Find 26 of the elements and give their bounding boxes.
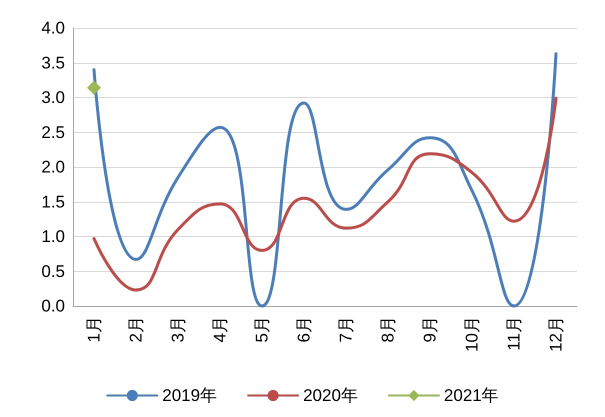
x-tick-label: 9月 (420, 316, 440, 342)
y-tick-label: 1.5 (41, 192, 65, 212)
legend-label: 2020年 (303, 386, 358, 405)
x-tick-label: 10月 (462, 316, 482, 352)
x-tick-label: 4月 (210, 316, 230, 342)
x-tick-label: 5月 (252, 316, 272, 342)
y-tick-label: 3.5 (41, 53, 65, 72)
x-tick-label: 1月 (84, 316, 104, 342)
line-series (92, 96, 558, 292)
y-tick-label: 2.5 (41, 122, 65, 142)
line-series (92, 52, 558, 308)
x-tick-label: 11月 (504, 316, 524, 351)
x-tick-label: 7月 (336, 316, 356, 342)
y-tick-label: 2.0 (41, 158, 65, 176)
y-tick-label: 1.0 (41, 227, 65, 246)
legend-label: 2021年 (444, 386, 499, 405)
legend-label: 2019年 (162, 386, 218, 405)
y-tick-label: 4.0 (41, 18, 65, 38)
x-tick-label: 12月 (546, 316, 566, 352)
y-tick-label: 3.0 (41, 88, 65, 107)
y-tick-label: 0.0 (41, 296, 65, 316)
x-tick-label: 3月 (168, 316, 188, 342)
x-tick-label: 2月 (126, 316, 146, 342)
x-tick-label: 6月 (294, 316, 314, 342)
y-tick-label: 0.5 (41, 262, 65, 281)
x-tick-label: 8月 (378, 316, 398, 342)
